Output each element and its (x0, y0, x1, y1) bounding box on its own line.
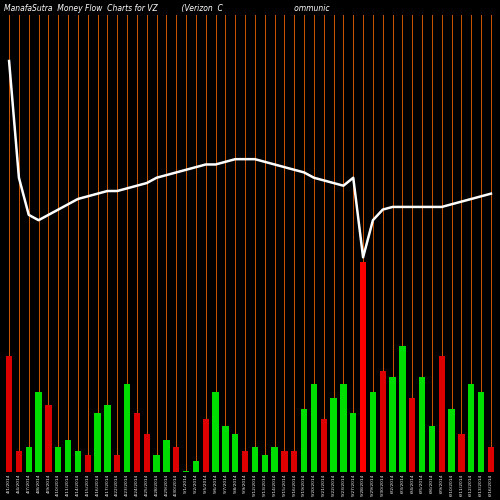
Bar (163, 440, 170, 472)
Bar (340, 384, 346, 472)
Bar (114, 455, 120, 472)
Bar (428, 426, 435, 472)
Bar (399, 346, 406, 472)
Bar (65, 440, 71, 472)
Bar (262, 455, 268, 472)
Text: ManafaSutra  Money Flow  Charts for VZ          (Verizon  C                     : ManafaSutra Money Flow Charts for VZ (Ve… (4, 4, 330, 13)
Bar (94, 413, 101, 472)
Bar (320, 420, 327, 472)
Bar (173, 446, 180, 472)
Bar (281, 451, 287, 472)
Bar (74, 451, 81, 472)
Bar (458, 434, 464, 472)
Bar (232, 434, 238, 472)
Bar (124, 384, 130, 472)
Bar (45, 404, 52, 472)
Bar (301, 409, 308, 472)
Bar (16, 451, 22, 472)
Bar (350, 413, 356, 472)
Bar (192, 462, 199, 472)
Bar (252, 446, 258, 472)
Bar (272, 446, 278, 472)
Bar (202, 420, 209, 472)
Bar (84, 455, 91, 472)
Bar (438, 356, 445, 472)
Bar (409, 398, 416, 472)
Bar (310, 384, 317, 472)
Bar (478, 392, 484, 472)
Bar (6, 356, 12, 472)
Bar (36, 392, 42, 472)
Bar (104, 404, 110, 472)
Bar (134, 413, 140, 472)
Bar (222, 426, 228, 472)
Bar (370, 392, 376, 472)
Bar (330, 398, 337, 472)
Bar (242, 451, 248, 472)
Bar (154, 455, 160, 472)
Bar (468, 384, 474, 472)
Bar (26, 446, 32, 472)
Bar (380, 371, 386, 472)
Bar (419, 378, 426, 472)
Bar (488, 446, 494, 472)
Bar (212, 392, 219, 472)
Bar (390, 378, 396, 472)
Bar (55, 446, 62, 472)
Bar (144, 434, 150, 472)
Bar (291, 451, 298, 472)
Bar (183, 471, 190, 472)
Bar (360, 262, 366, 472)
Bar (448, 409, 455, 472)
